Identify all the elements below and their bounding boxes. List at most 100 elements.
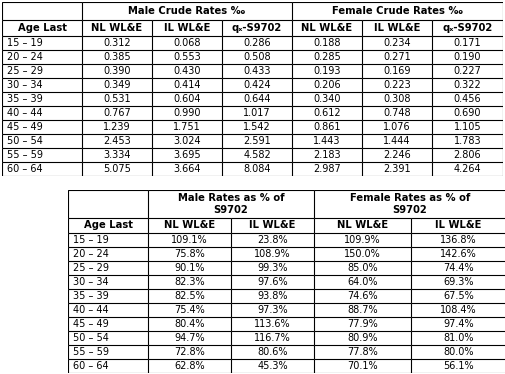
Text: 62.8%: 62.8%: [174, 361, 205, 371]
Text: 0.767: 0.767: [103, 108, 131, 118]
Text: 8.084: 8.084: [243, 164, 271, 174]
Text: 1.017: 1.017: [243, 108, 271, 118]
Text: Male Crude Rates ‰: Male Crude Rates ‰: [128, 6, 245, 16]
Text: 0.553: 0.553: [173, 52, 201, 62]
Text: 94.7%: 94.7%: [174, 333, 205, 343]
Text: NL WL&E: NL WL&E: [301, 23, 352, 33]
Text: 35 – 39: 35 – 39: [7, 94, 42, 104]
Text: 1.443: 1.443: [313, 136, 341, 146]
Text: 1.542: 1.542: [243, 122, 271, 132]
Text: 0.748: 0.748: [383, 108, 411, 118]
Text: 1.444: 1.444: [383, 136, 411, 146]
Text: NL WL&E: NL WL&E: [91, 23, 142, 33]
Text: 90.1%: 90.1%: [174, 263, 205, 273]
Text: 97.4%: 97.4%: [443, 319, 474, 329]
Text: 116.7%: 116.7%: [254, 333, 291, 343]
Text: 0.223: 0.223: [383, 80, 411, 90]
Text: 0.349: 0.349: [103, 80, 131, 90]
Text: 0.068: 0.068: [173, 38, 201, 48]
Text: 109.9%: 109.9%: [344, 235, 381, 245]
Text: 0.340: 0.340: [313, 94, 341, 104]
Text: 0.169: 0.169: [383, 66, 411, 76]
Text: qₓ-S9702: qₓ-S9702: [442, 23, 492, 33]
Text: 0.644: 0.644: [243, 94, 271, 104]
Text: 50 – 54: 50 – 54: [73, 333, 109, 343]
Text: 77.8%: 77.8%: [347, 347, 378, 357]
Text: 4.582: 4.582: [243, 150, 271, 160]
Text: 2.987: 2.987: [313, 164, 341, 174]
Text: 67.5%: 67.5%: [443, 291, 474, 301]
Text: 20 – 24: 20 – 24: [73, 249, 109, 259]
Text: 30 – 34: 30 – 34: [7, 80, 42, 90]
Text: NL WL&E: NL WL&E: [337, 221, 388, 230]
Text: 142.6%: 142.6%: [440, 249, 477, 259]
Text: 0.171: 0.171: [453, 38, 481, 48]
Text: 0.508: 0.508: [243, 52, 271, 62]
Text: 15 – 19: 15 – 19: [73, 235, 109, 245]
Text: IL WL&E: IL WL&E: [374, 23, 420, 33]
Text: 45.3%: 45.3%: [257, 361, 288, 371]
Text: 82.5%: 82.5%: [174, 291, 205, 301]
Text: 150.0%: 150.0%: [344, 249, 381, 259]
Text: 3.695: 3.695: [173, 150, 201, 160]
Text: 3.024: 3.024: [173, 136, 201, 146]
Text: 82.3%: 82.3%: [174, 277, 205, 287]
Text: 75.8%: 75.8%: [174, 249, 205, 259]
Text: 1.783: 1.783: [453, 136, 481, 146]
Text: 0.861: 0.861: [313, 122, 341, 132]
Text: 0.690: 0.690: [454, 108, 481, 118]
Text: 15 – 19: 15 – 19: [7, 38, 42, 48]
Text: 4.264: 4.264: [453, 164, 481, 174]
Text: 40 – 44: 40 – 44: [73, 305, 109, 315]
Text: 0.322: 0.322: [453, 80, 481, 90]
Text: 88.7%: 88.7%: [347, 305, 378, 315]
Text: 2.391: 2.391: [383, 164, 411, 174]
Text: 80.0%: 80.0%: [443, 347, 474, 357]
Text: 0.424: 0.424: [243, 80, 271, 90]
Text: 93.8%: 93.8%: [257, 291, 288, 301]
Text: 50 – 54: 50 – 54: [7, 136, 43, 146]
Text: 69.3%: 69.3%: [443, 277, 474, 287]
Text: 0.206: 0.206: [313, 80, 341, 90]
Text: 0.990: 0.990: [173, 108, 201, 118]
Text: 0.456: 0.456: [453, 94, 481, 104]
Text: Female Crude Rates ‰: Female Crude Rates ‰: [332, 6, 463, 16]
Text: Female Rates as % of
S9702: Female Rates as % of S9702: [350, 193, 470, 215]
Text: 81.0%: 81.0%: [443, 333, 474, 343]
Text: 0.604: 0.604: [173, 94, 201, 104]
Text: 74.6%: 74.6%: [347, 291, 378, 301]
Text: 56.1%: 56.1%: [443, 361, 474, 371]
Text: 113.6%: 113.6%: [254, 319, 291, 329]
Text: 0.227: 0.227: [453, 66, 481, 76]
Text: 55 – 59: 55 – 59: [73, 347, 109, 357]
Text: 97.6%: 97.6%: [257, 277, 288, 287]
Text: qₓ-S9702: qₓ-S9702: [232, 23, 282, 33]
Text: 0.531: 0.531: [103, 94, 131, 104]
Text: 0.285: 0.285: [313, 52, 341, 62]
Text: 0.286: 0.286: [243, 38, 271, 48]
Text: IL WL&E: IL WL&E: [249, 221, 296, 230]
Text: 64.0%: 64.0%: [347, 277, 378, 287]
Text: 80.6%: 80.6%: [257, 347, 288, 357]
Text: 0.312: 0.312: [103, 38, 131, 48]
Text: 80.4%: 80.4%: [174, 319, 205, 329]
Text: 99.3%: 99.3%: [257, 263, 288, 273]
Text: 0.390: 0.390: [103, 66, 131, 76]
Text: 70.1%: 70.1%: [347, 361, 378, 371]
Text: 1.239: 1.239: [103, 122, 131, 132]
Text: 2.183: 2.183: [313, 150, 341, 160]
Text: 108.9%: 108.9%: [254, 249, 291, 259]
Text: 25 – 29: 25 – 29: [7, 66, 43, 76]
Text: 5.075: 5.075: [103, 164, 131, 174]
Text: 35 – 39: 35 – 39: [73, 291, 109, 301]
Text: 20 – 24: 20 – 24: [7, 52, 43, 62]
Text: 1.076: 1.076: [383, 122, 411, 132]
Text: 108.4%: 108.4%: [440, 305, 477, 315]
Text: 60 – 64: 60 – 64: [73, 361, 109, 371]
Text: 60 – 64: 60 – 64: [7, 164, 42, 174]
Text: 85.0%: 85.0%: [347, 263, 378, 273]
Text: 55 – 59: 55 – 59: [7, 150, 43, 160]
Text: 0.308: 0.308: [383, 94, 411, 104]
Text: 109.1%: 109.1%: [171, 235, 208, 245]
Text: Male Rates as % of
S9702: Male Rates as % of S9702: [178, 193, 284, 215]
